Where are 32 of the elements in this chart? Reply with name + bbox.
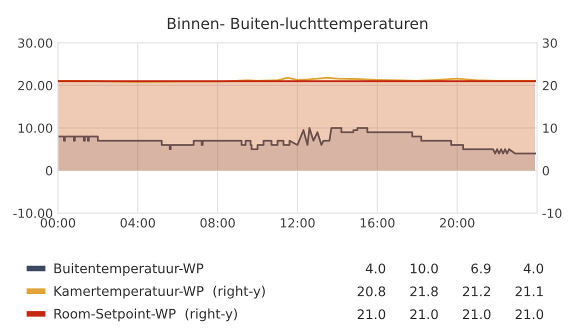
x-tick-label: 20:00	[440, 218, 474, 228]
text: 4.0	[524, 263, 544, 274]
text: 21.8	[410, 286, 438, 296]
y2-tick-label: 20	[542, 80, 557, 90]
legend-label: Buitentemperatuur-WP	[54, 263, 204, 276]
chart-title: Binnen- Buiten-luchttemperaturen	[168, 17, 428, 32]
text: 21.0	[410, 309, 438, 320]
y-tick-label: 20.00	[18, 80, 52, 90]
text: 20.8	[358, 286, 386, 296]
text: 21.0	[516, 309, 544, 320]
legend-label: Room-Setpoint-WP (right-y)	[54, 308, 237, 322]
y2-tick-label: 0	[542, 166, 550, 176]
text: 10.0	[410, 263, 438, 274]
text: 4.0	[366, 263, 386, 274]
x-tick-label: 00:00	[40, 218, 76, 228]
x-tick-label: 12:00	[280, 218, 315, 228]
y-tick-label: 10.00	[18, 123, 52, 133]
y2-tick-label: 30	[542, 38, 557, 48]
text: 21.1	[516, 286, 543, 296]
y2-tick-label: 10	[543, 123, 557, 133]
y2-tick-label: -10	[542, 208, 562, 218]
y-tick-label: 30.00	[18, 38, 52, 48]
y-tick-label: 0	[46, 166, 52, 176]
text: 6.9	[471, 263, 490, 274]
y-tick-label: -10.00	[13, 208, 52, 218]
x-tick-label: 16:00	[360, 218, 395, 228]
x-tick-label: 08:00	[200, 218, 235, 228]
text: 21.2	[462, 286, 490, 296]
x-tick-label: 04:00	[120, 218, 155, 228]
text: 21.0	[462, 309, 491, 320]
legend-label: Kamertemperatuur-WP (right-y)	[54, 286, 265, 299]
text: 21.0	[358, 309, 386, 320]
